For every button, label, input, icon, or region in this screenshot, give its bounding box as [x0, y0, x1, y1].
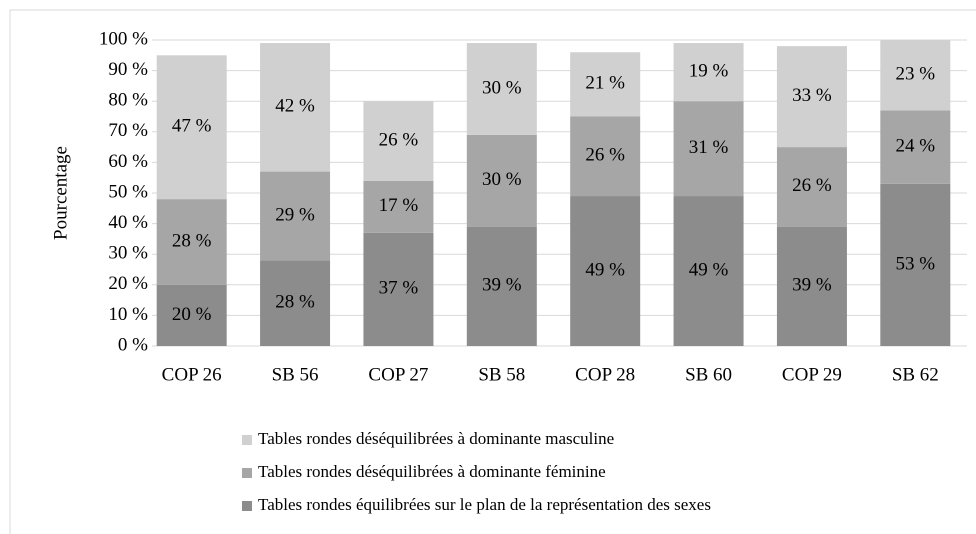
- bar-segment: [776, 46, 847, 148]
- bar-segment: [466, 134, 537, 227]
- y-tick-label: 70 %: [108, 120, 148, 141]
- data-label: 47 %: [172, 116, 212, 137]
- bar-segment: [570, 52, 641, 117]
- data-label: 21 %: [585, 73, 625, 94]
- x-tick-label: SB 60: [685, 364, 732, 385]
- data-label: 24 %: [896, 135, 936, 156]
- y-tick-label: 10 %: [108, 304, 148, 325]
- y-tick-label: 0 %: [118, 334, 148, 355]
- x-tick-label: COP 26: [162, 364, 222, 385]
- data-label: 28 %: [275, 292, 315, 313]
- bar-segment: [673, 43, 744, 102]
- data-label: 17 %: [379, 195, 419, 216]
- bar-segment: [260, 43, 331, 172]
- data-label: 26 %: [585, 145, 625, 166]
- bar-segment: [570, 196, 641, 346]
- data-label: 30 %: [482, 169, 522, 190]
- bar-segment: [673, 196, 744, 346]
- bar-segment: [260, 171, 331, 261]
- bar-segment: [156, 55, 227, 200]
- legend-swatch: [242, 501, 252, 511]
- data-label: 37 %: [379, 278, 419, 299]
- bar-segment: [466, 43, 537, 135]
- x-tick-label: COP 27: [368, 364, 428, 385]
- legend-label: Tables rondes déséquilibrées à dominante…: [258, 462, 606, 481]
- data-label: 49 %: [585, 259, 625, 280]
- data-label: 26 %: [379, 129, 419, 150]
- bar-segment: [363, 101, 434, 181]
- legend-label: Tables rondes équilibrées sur le plan de…: [258, 495, 711, 514]
- data-label: 49 %: [689, 259, 729, 280]
- y-tick-label: 90 %: [108, 59, 148, 80]
- bar-segment: [156, 199, 227, 285]
- data-label: 33 %: [792, 85, 832, 106]
- y-tick-label: 50 %: [108, 181, 148, 202]
- y-tick-label: 80 %: [108, 90, 148, 111]
- data-label: 19 %: [689, 60, 729, 81]
- data-label: 20 %: [172, 304, 212, 325]
- bar-segment: [156, 284, 227, 346]
- legend-swatch: [242, 468, 252, 478]
- x-tick-label: SB 62: [892, 364, 939, 385]
- bar-segment: [880, 40, 951, 111]
- data-label: 30 %: [482, 77, 522, 98]
- y-tick-label: 100 %: [99, 28, 148, 49]
- y-tick-label: 60 %: [108, 151, 148, 172]
- legend-swatch: [242, 435, 252, 445]
- bar-segment: [673, 101, 744, 197]
- bar-segment: [880, 110, 951, 184]
- bar-segment: [880, 183, 951, 346]
- x-tick-label: SB 58: [478, 364, 525, 385]
- frame: [9, 9, 976, 534]
- data-label: 42 %: [275, 96, 315, 117]
- bar-segment: [363, 232, 434, 346]
- data-label: 31 %: [689, 137, 729, 158]
- legend-label: Tables rondes déséquilibrées à dominante…: [258, 429, 614, 448]
- data-label: 53 %: [896, 253, 936, 274]
- data-label: 29 %: [275, 204, 315, 225]
- bar-segment: [260, 260, 331, 346]
- x-tick-label: SB 56: [272, 364, 319, 385]
- x-tick-label: COP 29: [782, 364, 842, 385]
- data-label: 26 %: [792, 175, 832, 196]
- bar-segment: [570, 116, 641, 197]
- data-label: 23 %: [896, 64, 936, 85]
- data-label: 39 %: [482, 275, 522, 296]
- y-tick-label: 30 %: [108, 243, 148, 264]
- data-label: 39 %: [792, 275, 832, 296]
- bar-segment: [363, 180, 434, 233]
- y-axis-title: Pourcentage: [50, 146, 71, 240]
- x-tick-label: COP 28: [575, 364, 635, 385]
- bar-segment: [466, 226, 537, 346]
- data-label: 28 %: [172, 230, 212, 251]
- bar-segment: [776, 226, 847, 346]
- y-tick-label: 40 %: [108, 212, 148, 233]
- bar-segment: [776, 147, 847, 227]
- y-tick-label: 20 %: [108, 273, 148, 294]
